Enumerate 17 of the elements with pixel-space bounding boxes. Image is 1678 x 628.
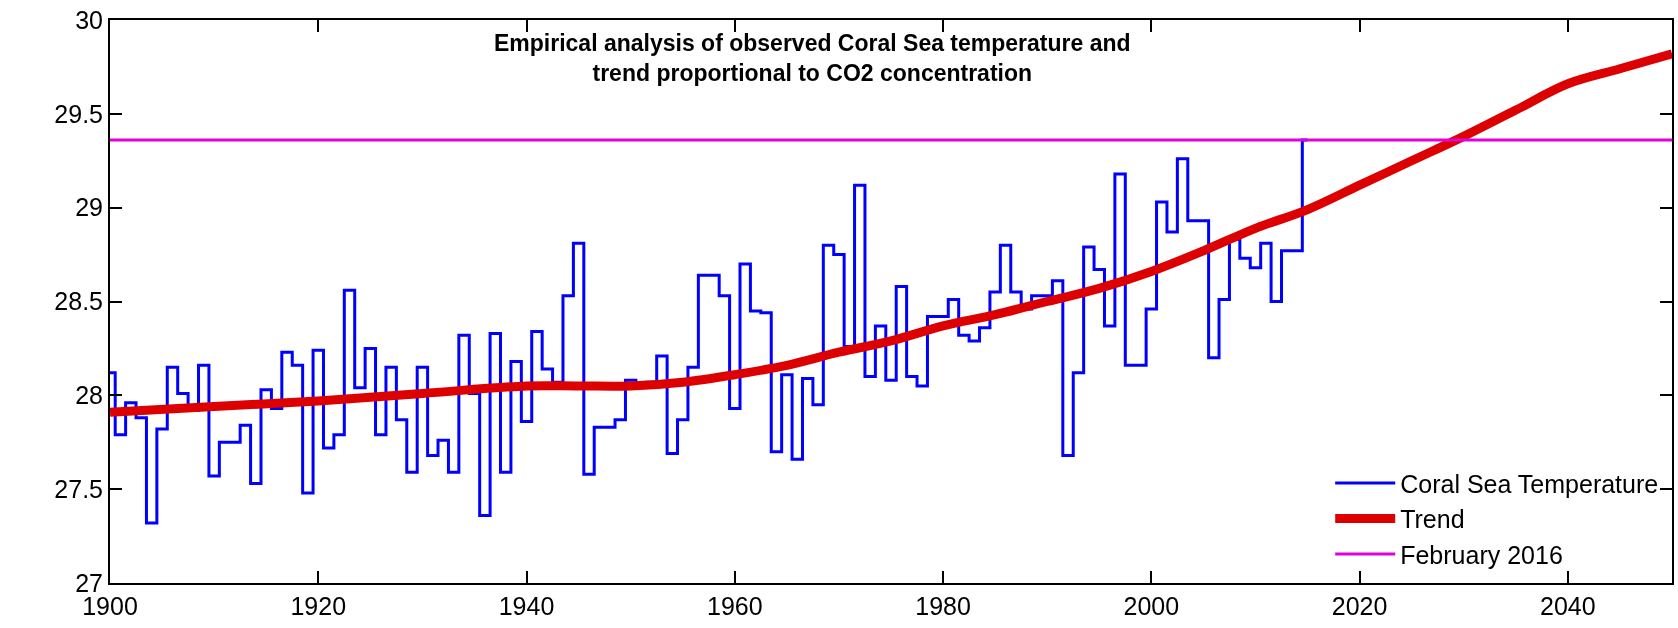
legend-label: February 2016 xyxy=(1400,540,1563,569)
x-tick-label: 2040 xyxy=(1540,592,1596,620)
x-tick-label: 1940 xyxy=(498,592,555,620)
y-tick-label: 29.5 xyxy=(54,99,103,128)
x-tick-label: 2000 xyxy=(1123,592,1180,620)
legend-label: Coral Sea Temperature xyxy=(1400,469,1659,498)
x-tick-label: 1960 xyxy=(706,592,763,620)
x-tick-label: 1920 xyxy=(290,592,347,620)
y-tick-label: 29 xyxy=(75,193,103,222)
y-tick-label: 27.5 xyxy=(54,474,103,503)
y-tick-label: 28 xyxy=(75,381,103,410)
y-tick-label: 28.5 xyxy=(54,287,103,316)
y-tick-label: 30 xyxy=(75,5,103,34)
text: Empirical analysis of observed Coral Sea temperature and trend proportional to CO2 concentration xyxy=(494,30,1131,86)
legend-label: Trend xyxy=(1400,505,1465,534)
x-tick-label: 2020 xyxy=(1331,592,1388,620)
x-tick-label: 1980 xyxy=(915,592,971,620)
